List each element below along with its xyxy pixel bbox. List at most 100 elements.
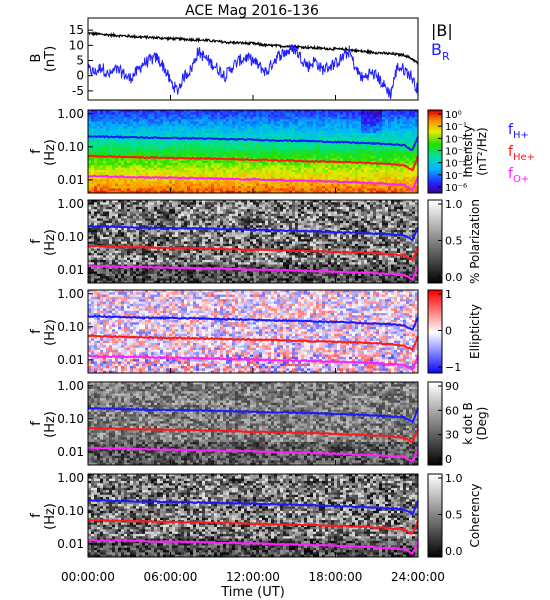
spectrogram-cell xyxy=(355,179,359,182)
spectrogram-cell xyxy=(208,119,212,122)
spectrogram-cell xyxy=(280,126,284,129)
spectrogram-cell xyxy=(160,259,164,263)
spectrogram-cell xyxy=(241,133,245,136)
spectrogram-cell xyxy=(118,149,122,152)
curve-f-h xyxy=(87,134,419,151)
spectrogram-cell xyxy=(139,190,143,194)
spectrogram-cell xyxy=(268,137,272,141)
spectrogram-cell xyxy=(328,135,332,139)
spectrogram-cell xyxy=(415,186,419,189)
spectrogram-cell xyxy=(136,211,140,215)
colorbar-step xyxy=(428,168,442,171)
spectrogram-cell xyxy=(124,151,128,155)
spectrogram-cell xyxy=(274,176,278,180)
spectrogram-cell xyxy=(97,276,101,279)
spectrogram-cell xyxy=(310,128,314,132)
spectrogram-cell xyxy=(358,139,362,143)
spectrogram-cell xyxy=(100,280,104,284)
spectrogram-cell xyxy=(316,156,320,159)
spectrogram-cell xyxy=(241,130,245,134)
spectrogram-cell xyxy=(142,241,146,245)
spectrogram-cell xyxy=(334,165,338,169)
spectrogram-cell xyxy=(172,144,176,148)
spectrogram-cell xyxy=(139,188,143,192)
spectrogram-cell xyxy=(346,144,350,148)
spectrogram-cell xyxy=(355,121,359,125)
spectrogram-cell xyxy=(301,126,305,129)
spectrogram-cell xyxy=(283,121,287,125)
spectrogram-cell xyxy=(160,160,164,164)
spectrogram-cell xyxy=(352,158,356,162)
spectrogram-cell xyxy=(97,133,101,136)
spectrogram-cell xyxy=(253,139,257,143)
spectrogram-cell xyxy=(361,130,365,134)
spectrogram-cell xyxy=(157,264,161,268)
spectrogram-cell xyxy=(289,183,293,187)
spectrogram-cell xyxy=(130,280,134,284)
colorbar-step xyxy=(428,182,442,186)
spectrogram-cell xyxy=(136,110,140,113)
spectrogram-cell xyxy=(196,126,200,129)
spectrogram-cell xyxy=(283,137,287,141)
spectrogram-cell xyxy=(121,248,125,252)
spectrogram-cell xyxy=(100,253,104,256)
spectrogram-cell xyxy=(154,169,158,173)
spectrogram-cell xyxy=(124,172,128,175)
spectrogram-cell xyxy=(256,165,260,169)
spectrogram-cell xyxy=(316,146,320,150)
spectrogram-cell xyxy=(295,110,299,113)
spectrogram-cell xyxy=(367,130,371,134)
spectrogram-cell xyxy=(172,146,176,150)
spectrogram-cell xyxy=(364,190,368,194)
spectrogram-cell xyxy=(130,239,134,242)
spectrogram-cell xyxy=(139,139,143,143)
spectrogram-cell xyxy=(163,144,167,148)
spectrogram-cell xyxy=(142,165,146,169)
spectrogram-cell xyxy=(97,176,101,180)
spectrogram-cell xyxy=(193,179,197,182)
spectrogram-cell xyxy=(382,149,386,152)
spectrogram-cell xyxy=(334,156,338,159)
spectrogram-cell xyxy=(124,248,128,252)
spectrogram-cell xyxy=(190,174,194,178)
spectrogram-cell xyxy=(280,188,284,192)
spectrogram-cell xyxy=(88,128,92,132)
spectrogram-cell xyxy=(331,190,335,194)
spectrogram-cell xyxy=(121,213,125,217)
spectrogram-cell xyxy=(133,273,137,277)
spectrogram-cell xyxy=(91,220,95,224)
spectrogram-cell xyxy=(337,165,341,169)
spectrogram-cell xyxy=(352,130,356,134)
spectrogram-cell xyxy=(349,165,353,169)
spectrogram-cell xyxy=(103,218,107,222)
spectrogram-cell xyxy=(91,116,95,120)
spectrogram-cell xyxy=(112,276,116,279)
spectrogram-cell xyxy=(334,149,338,152)
spectrogram-cell xyxy=(160,167,164,171)
spectrogram-cell xyxy=(391,119,395,122)
spectrogram-cell xyxy=(151,227,155,231)
spectrogram-cell xyxy=(91,229,95,233)
spectrogram-cell xyxy=(166,151,170,155)
spectrogram-cell xyxy=(205,190,209,194)
spectrogram-cell xyxy=(154,142,158,145)
spectrogram-cell xyxy=(400,121,404,125)
spectrogram-cell xyxy=(331,174,335,178)
spectrogram-cell xyxy=(187,135,191,139)
spectrogram-cell xyxy=(133,209,137,212)
spectrogram-cell xyxy=(220,181,224,185)
spectrogram-cell xyxy=(244,188,248,192)
spectrogram-cell xyxy=(349,153,353,157)
spectrogram-cell xyxy=(346,186,350,189)
spectrogram-cell xyxy=(160,186,164,189)
spectrogram-cell xyxy=(124,243,128,247)
spectrogram-cell xyxy=(400,174,404,178)
spectrogram-cell xyxy=(103,250,107,254)
spectrogram-cell xyxy=(193,149,197,152)
spectrogram-cell xyxy=(268,163,272,166)
spectrogram-cell xyxy=(358,153,362,157)
spectrogram-cell xyxy=(166,142,170,145)
spectrogram-cell xyxy=(217,114,221,118)
spectrogram-cell xyxy=(289,144,293,148)
spectrogram-cell xyxy=(94,167,98,171)
